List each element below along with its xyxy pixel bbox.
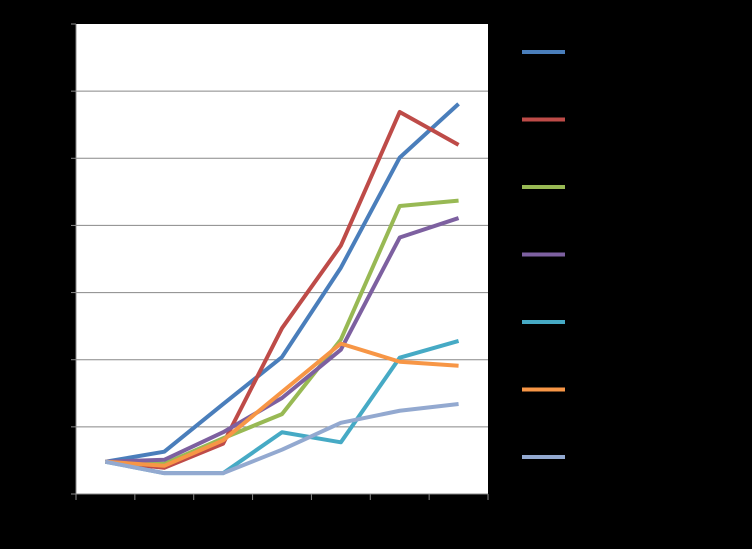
series-line: [105, 402, 459, 476]
series-line: [105, 109, 460, 470]
series-line: [105, 216, 460, 464]
plot-area: [76, 24, 488, 494]
series-line: [105, 341, 459, 468]
series-line: [105, 102, 460, 464]
